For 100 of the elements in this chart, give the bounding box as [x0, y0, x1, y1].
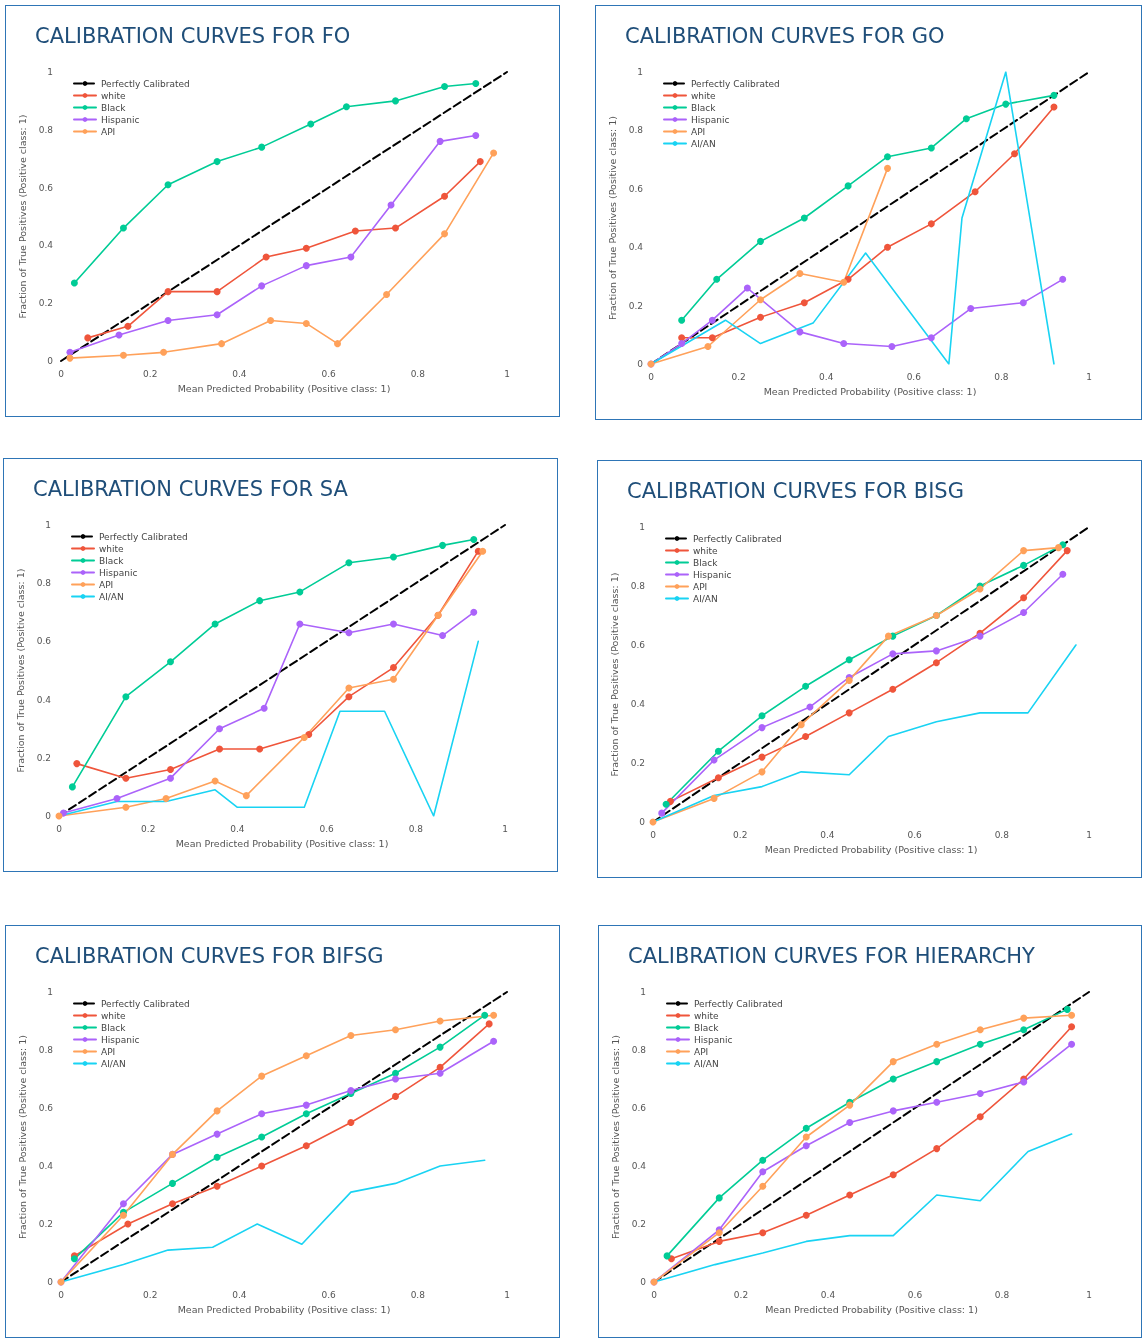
y-tick-label: 0.2	[628, 300, 643, 311]
x-tick-label: 0.4	[230, 823, 245, 834]
y-tick-label: 0.4	[38, 240, 54, 251]
x-axis-title: Mean Predicted Probability (Positive class: 1)	[764, 843, 978, 855]
y-tick-label: 0	[47, 1277, 54, 1287]
legend-label: Hispanic	[691, 114, 730, 125]
legend-label: Perfectly Calibrated	[101, 78, 190, 89]
legend-label: white	[693, 545, 719, 556]
y-tick-label: 0.2	[38, 298, 53, 309]
legend-label: API	[99, 579, 114, 590]
y-tick-label: 0.6	[36, 636, 52, 647]
x-tick-label: 0.4	[820, 829, 835, 840]
legend-label: API	[691, 126, 706, 137]
x-tick-label: 0.6	[321, 368, 337, 379]
y-axis-title: Fraction of True Positives (Positive class: 1)	[610, 1035, 622, 1239]
legend-label: AI/AN	[101, 1058, 126, 1069]
legend-label: API	[101, 126, 116, 137]
x-tick-label: 0.2	[733, 1289, 749, 1300]
y-tick-label: 1	[47, 987, 53, 997]
y-tick-label: 0.8	[38, 1045, 54, 1055]
y-tick-label: 0.4	[630, 699, 646, 709]
y-tick-label: 0.6	[628, 183, 644, 194]
legend-label: Hispanic	[99, 567, 138, 578]
legend-label: Perfectly Calibrated	[693, 533, 782, 544]
y-tick-label: 0	[640, 1277, 647, 1287]
chart-title: CALIBRATION CURVES FOR GO	[625, 23, 945, 48]
y-tick-label: 0	[47, 356, 54, 366]
y-tick-label: 1	[637, 67, 643, 77]
x-tick-label: 0	[56, 823, 63, 834]
x-tick-label: 0.8	[994, 1289, 1010, 1300]
x-tick-label: 1	[504, 368, 510, 379]
y-tick-label: 1	[47, 67, 53, 77]
legend-label: Hispanic	[101, 114, 140, 125]
y-tick-label: 0	[637, 359, 644, 369]
x-tick-label: 0.8	[408, 823, 424, 834]
y-tick-label: 0.6	[38, 182, 54, 193]
x-tick-label: 0	[651, 1289, 658, 1300]
legend-label: Black	[694, 1022, 720, 1033]
legend-label: Perfectly Calibrated	[691, 78, 780, 89]
x-tick-label: 0.2	[141, 823, 156, 834]
x-tick-label: 0.2	[143, 368, 158, 379]
y-tick-label: 1	[45, 520, 51, 530]
x-tick-label: 0.4	[232, 368, 247, 379]
legend-label: Hispanic	[101, 1034, 140, 1045]
x-tick-label: 0.6	[321, 1289, 337, 1300]
x-tick-label: 0.6	[907, 1289, 923, 1300]
legend-label: Hispanic	[694, 1034, 733, 1045]
y-tick-label: 0.2	[631, 1219, 646, 1229]
y-tick-label: 0.4	[38, 1161, 54, 1171]
x-tick-label: 0.8	[994, 829, 1010, 840]
y-tick-label: 0.8	[36, 578, 52, 589]
y-tick-label: 0.2	[630, 758, 645, 768]
x-tick-label: 0.8	[410, 1289, 426, 1300]
legend-label: white	[691, 90, 717, 101]
legend-label: Perfectly Calibrated	[101, 998, 190, 1009]
x-tick-label: 0.6	[906, 371, 922, 382]
y-tick-label: 0.8	[631, 1045, 647, 1055]
y-tick-label: 0.4	[631, 1161, 647, 1171]
chart-title: CALIBRATION CURVES FOR BIFSG	[35, 943, 384, 968]
x-tick-label: 0	[650, 829, 657, 840]
x-tick-label: 0.2	[733, 829, 748, 840]
legend-label: AI/AN	[694, 1058, 719, 1069]
y-axis-title: Fraction of True Positives (Positive class: 1)	[17, 114, 29, 319]
x-axis-title: Mean Predicted Probability (Positive class: 1)	[177, 382, 391, 394]
legend-label: Perfectly Calibrated	[99, 531, 188, 542]
legend-label: Hispanic	[693, 569, 732, 580]
x-tick-label: 0	[648, 371, 655, 382]
legend-label: Perfectly Calibrated	[694, 998, 783, 1009]
x-tick-label: 0.8	[994, 371, 1009, 382]
x-tick-label: 0.6	[319, 823, 335, 834]
legend-label: Black	[101, 102, 127, 113]
x-tick-label: 1	[1086, 829, 1092, 840]
legend-label: API	[693, 581, 708, 592]
legend-label: Black	[101, 1022, 127, 1033]
y-tick-label: 0.8	[38, 124, 54, 135]
legend-label: white	[101, 90, 127, 101]
y-tick-label: 0	[45, 811, 52, 821]
x-axis-title: Mean Predicted Probability (Positive class: 1)	[177, 1303, 391, 1315]
y-axis-title: Fraction of True Positives (Positive class: 1)	[15, 568, 27, 773]
x-tick-label: 0	[58, 368, 65, 379]
x-tick-label: 1	[504, 1289, 510, 1300]
y-tick-label: 0.4	[628, 242, 644, 253]
y-tick-label: 0.2	[38, 1219, 53, 1229]
y-axis-title: Fraction of True Positives (Positive class: 1)	[17, 1035, 29, 1239]
y-tick-label: 0.6	[630, 640, 646, 650]
y-tick-label: 0.8	[630, 581, 646, 591]
chart-title: CALIBRATION CURVES FOR SA	[33, 476, 349, 501]
legend-label: Black	[691, 102, 717, 113]
legend-label: white	[99, 543, 125, 554]
x-tick-label: 0.8	[410, 368, 426, 379]
x-tick-label: 0.2	[731, 371, 746, 382]
y-axis-title: Fraction of True Positives (Positive class: 1)	[609, 572, 621, 777]
y-tick-label: 0.4	[36, 694, 52, 705]
legend-label: white	[694, 1010, 720, 1021]
legend-label: Black	[99, 555, 125, 566]
legend-label: white	[101, 1010, 127, 1021]
x-tick-label: 0.4	[232, 1289, 247, 1300]
legend-label: AI/AN	[99, 591, 124, 602]
x-axis-title: Mean Predicted Probability (Positive class: 1)	[175, 837, 389, 849]
x-tick-label: 1	[1086, 371, 1092, 382]
